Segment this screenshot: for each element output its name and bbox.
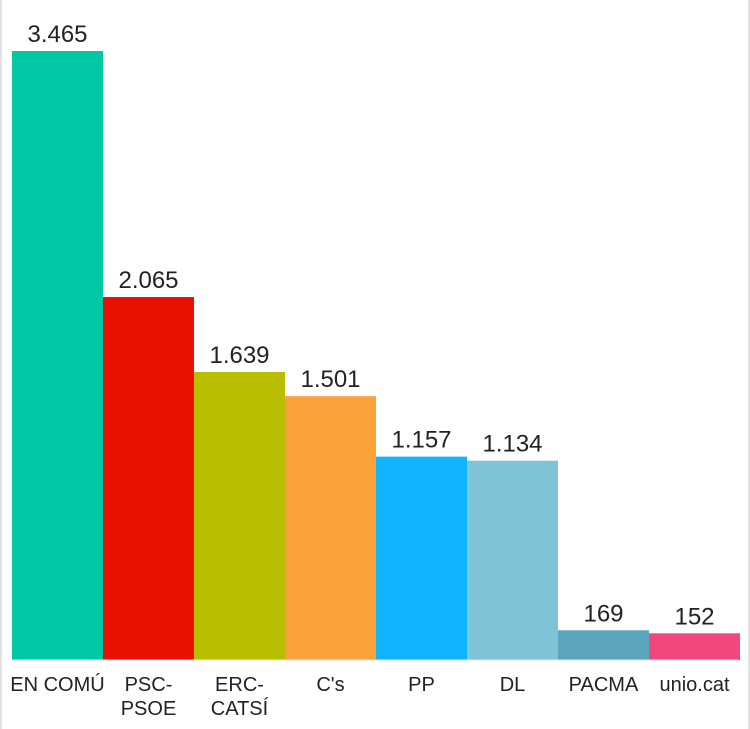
x-tick-labels-layer: EN COMÚ PSC-PSOE ERC-CATSÍ C's PP DL PACMA unio… (10, 673, 730, 720)
x-tick-label-6-line-0: PACMA (569, 674, 639, 696)
bar-value-label-0: 3.465 (27, 21, 87, 48)
bar-value-label-2: 1.639 (209, 342, 269, 369)
bar-6 (558, 630, 649, 660)
bar-value-label-1: 2.065 (118, 267, 178, 294)
bar-value-label-4: 1.157 (391, 427, 451, 454)
x-tick-label-4-line-0: PP (408, 674, 435, 696)
x-tick-label-1-line-0: PSC- (125, 674, 173, 696)
x-tick-label-0-line-0: EN COMÚ (10, 673, 104, 696)
x-tick-label-2-line-1: CATSÍ (211, 697, 269, 720)
x-tick-label-1-line-1: PSOE (121, 698, 177, 720)
right-border (748, 0, 750, 729)
bar-value-label-5: 1.134 (482, 431, 542, 458)
left-border (0, 0, 2, 729)
bar-5 (467, 460, 558, 660)
bars-layer (12, 51, 740, 660)
x-tick-label-2-line-0: ERC- (215, 674, 264, 696)
value-labels-layer: 3.465 2.065 1.639 1.501 1.157 1.134 169 152 (27, 21, 714, 630)
bar-1 (103, 297, 194, 660)
x-tick-label-7-line-0: unio.cat (659, 674, 729, 696)
bar-value-label-3: 1.501 (300, 366, 360, 393)
bar-7 (649, 633, 740, 660)
x-tick-label-3-line-0: C's (316, 674, 344, 696)
x-tick-label-5-line-0: DL (500, 674, 526, 696)
bar-value-label-7: 152 (674, 603, 714, 630)
bar-0 (12, 51, 103, 660)
bar-value-label-6: 169 (583, 600, 623, 627)
bar-4 (376, 456, 467, 660)
bar-3 (285, 396, 376, 660)
bar-2 (194, 371, 285, 660)
